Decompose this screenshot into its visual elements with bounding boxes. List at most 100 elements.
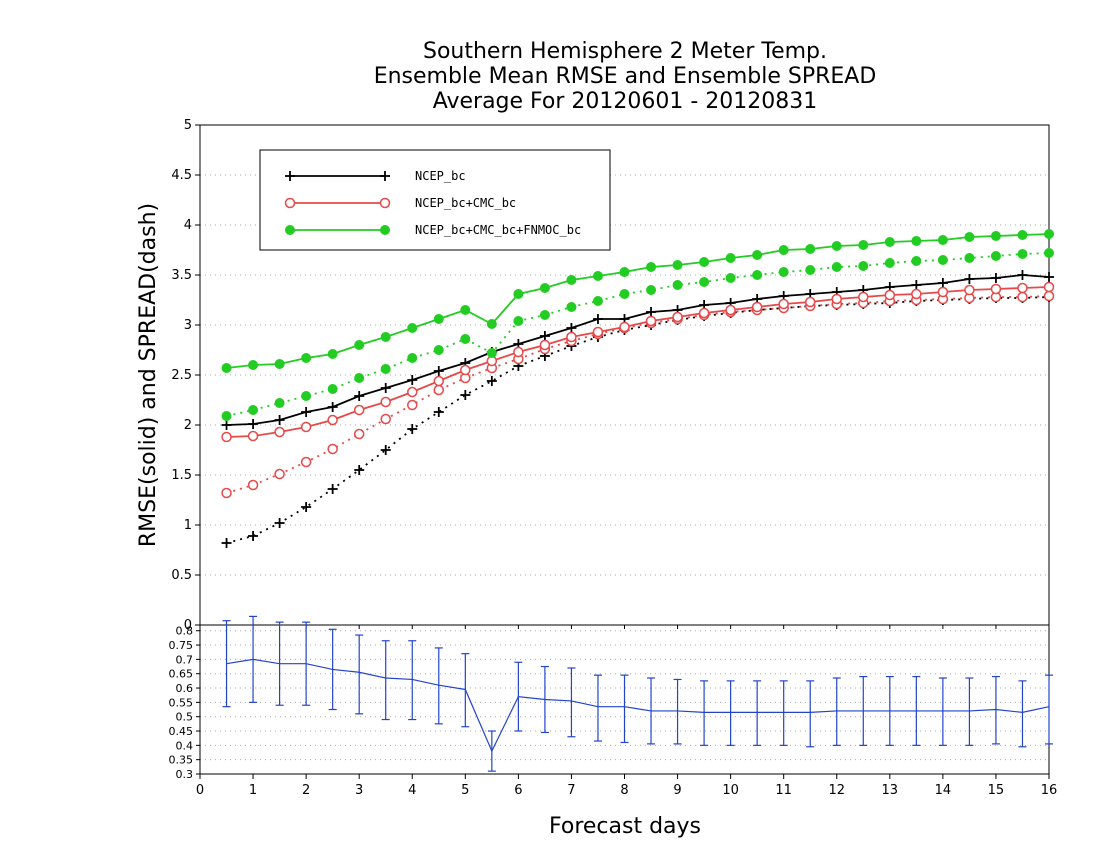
upper-y-tick-label: 4.5 [171,168,192,183]
data-point-filled-circle [327,384,338,394]
data-point-filled-circle [1017,230,1028,240]
lower-y-tick-label: 0.35 [169,754,194,767]
lower-y-axis: 0.30.35 0.40.450.5 0.550.60.65 0.70.750.8 [169,625,200,781]
data-point-filled-circle [486,348,497,358]
data-point-open-circle [911,288,922,300]
lower-y-tick-label: 0.55 [169,696,194,709]
data-point-open-circle [645,315,657,327]
data-point-plus [221,538,232,548]
data-point-filled-circle [380,225,390,235]
data-point-plus [646,307,657,317]
lower-y-tick-label: 0.75 [169,639,194,652]
upper-y-tick-label: 2.5 [171,368,192,383]
data-point-filled-circle [486,319,497,329]
lower-y-tick-label: 0.4 [176,739,194,752]
data-point-open-circle [698,307,710,319]
series-line-rmse [226,274,1050,426]
data-point-open-circle [353,404,365,416]
data-point-plus [285,171,295,181]
data-point-filled-circle [805,244,816,254]
data-point-plus [380,445,391,455]
data-point-filled-circle [831,262,842,272]
data-point-filled-circle [990,231,1001,241]
data-point-filled-circle [725,273,736,283]
lower-y-tick-label: 0.65 [169,668,194,681]
data-point-plus [274,518,285,528]
data-point-filled-circle [513,289,524,299]
data-point-filled-circle [380,364,391,374]
series-line-rmse [226,286,1050,438]
data-point-plus [460,390,471,400]
data-point-filled-circle [592,296,603,306]
data-point-open-circle [460,364,471,376]
x-tick-label: 8 [620,783,628,798]
legend: NCEP_bc NCEP_bc+CMC_bc NCEP_bc+CMC_bc+FNMO… [259,149,611,251]
data-point-filled-circle [619,267,630,277]
data-point-open-circle [380,413,391,425]
data-point-filled-circle [1044,229,1054,239]
data-point-filled-circle [354,373,365,383]
data-point-plus [248,419,259,429]
data-point-plus [354,391,365,401]
legend-label: NCEP_bc+CMC_bc+FNMOC_bc [415,223,581,237]
series-2 [221,229,1054,421]
series-1 [221,281,1055,499]
data-point-open-circle [221,431,232,443]
x-tick-label: 14 [935,783,952,798]
data-point-filled-circle [274,398,285,408]
data-point-open-circle [1043,281,1055,293]
data-point-filled-circle [248,405,259,415]
data-point-open-circle [831,293,842,305]
data-point-filled-circle [619,289,630,299]
data-point-open-circle [1017,282,1028,294]
lower-series-line [226,658,1050,753]
data-point-plus [566,323,577,333]
data-point-plus [327,402,338,412]
data-point-filled-circle [407,323,418,333]
legend-box [259,149,611,251]
legend-label: NCEP_bc+CMC_bc [415,196,516,210]
data-point-open-circle [353,428,365,440]
data-point-open-circle [858,291,869,303]
data-point-open-circle [221,487,232,499]
data-point-open-circle [1043,290,1055,302]
data-point-filled-circle [646,285,657,295]
x-tick-label: 12 [828,783,845,798]
data-point-plus [486,376,497,386]
data-point-filled-circle [778,245,789,255]
data-point-open-circle [751,301,763,313]
x-axis: 0 1 2 3 4 5 6 7 8 9 10 11 12 13 14 15 16 [196,625,1057,798]
data-point-filled-circle [407,353,418,363]
data-point-filled-circle [911,236,922,246]
x-tick-label: 4 [408,783,416,798]
data-point-filled-circle [990,251,1001,261]
legend-entry-2: NCEP_bc+CMC_bc+FNMOC_bc [285,223,581,237]
data-point-open-circle [380,396,391,408]
data-point-plus [911,280,922,290]
data-point-plus [221,420,232,430]
data-point-filled-circle [301,353,312,363]
data-point-filled-circle [964,232,975,242]
data-point-open-circle [804,296,816,308]
data-point-plus [380,383,391,393]
data-point-open-circle [247,430,259,442]
data-point-open-circle [379,197,391,209]
data-point-filled-circle [566,275,577,285]
lower-y-tick-label: 0.8 [176,625,194,638]
data-point-open-circle [407,386,418,398]
legend-entry-1: NCEP_bc+CMC_bc [284,196,516,210]
upper-y-tick-label: 4 [184,218,192,233]
title-line-1: Southern Hemisphere 2 Meter Temp. [423,39,827,64]
data-point-filled-circle [884,237,895,247]
upper-y-tick-label: 3.5 [171,268,192,283]
data-point-plus [274,415,285,425]
data-point-filled-circle [354,340,365,350]
data-point-plus [1017,270,1028,280]
data-point-filled-circle [592,271,603,281]
lower-y-tick-label: 0.3 [176,768,194,781]
data-point-plus [964,274,975,284]
data-point-filled-circle [1017,249,1028,259]
y-axis-title: RMSE(solid) and SPREAD(dash) [136,203,161,547]
data-point-filled-circle [433,345,444,355]
data-point-filled-circle [699,257,710,267]
